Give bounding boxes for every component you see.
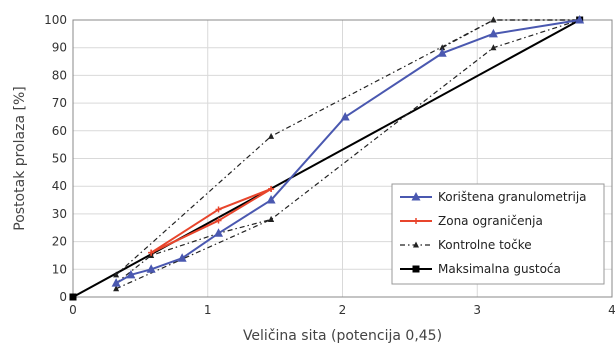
data-point	[215, 206, 222, 213]
y-tick-label: 60	[52, 124, 67, 138]
x-tick-label: 0	[69, 303, 77, 317]
data-point	[148, 249, 155, 256]
series-line	[72, 19, 581, 298]
data-point	[575, 15, 585, 24]
data-point	[146, 264, 156, 273]
data-point	[268, 185, 275, 192]
series-line	[115, 19, 580, 290]
y-tick-label: 70	[52, 96, 67, 110]
data-point	[340, 111, 350, 121]
x-tick-label: 2	[339, 303, 347, 317]
x-tick-label: 3	[473, 303, 481, 317]
series-layer	[69, 15, 585, 301]
data-point	[490, 44, 497, 51]
tick-labels: 0 10 20 30 40 50 60 70 80 90 100 0 1 2 3 4	[44, 13, 615, 317]
legend-box	[391, 183, 605, 285]
data-point	[214, 228, 224, 237]
y-axis-label: Postotak prolaza [%]	[12, 86, 28, 230]
series-0	[111, 15, 585, 287]
x-tick-label: 4	[608, 303, 615, 317]
legend-label: Zona ograničenja	[438, 214, 543, 228]
data-point	[215, 217, 222, 224]
data-point	[69, 293, 77, 301]
y-tick-label: 100	[44, 13, 67, 27]
data-point	[266, 195, 276, 204]
series-line	[115, 19, 580, 285]
x-axis-label: Veličina sita (potencija 0,45)	[243, 328, 442, 344]
plot-frame	[72, 19, 613, 298]
series-1	[148, 185, 275, 256]
data-point	[268, 215, 275, 222]
data-point	[490, 16, 497, 23]
y-tick-label: 40	[52, 179, 67, 193]
data-point	[439, 44, 446, 51]
data-point	[113, 271, 120, 278]
x-tick-label: 1	[204, 303, 212, 317]
y-tick-label: 30	[52, 207, 67, 221]
y-tick-label: 0	[59, 290, 67, 304]
y-tick-label: 90	[52, 41, 67, 55]
data-point	[488, 28, 498, 38]
y-tick-label: 20	[52, 235, 67, 249]
data-point	[413, 241, 419, 248]
legend: Korištena granulometrija Zona ograničenja…	[391, 183, 605, 285]
data-point	[111, 278, 121, 287]
legend-label: Maksimalna gustoća	[438, 262, 561, 276]
data-point	[412, 265, 420, 273]
data-point	[437, 48, 447, 57]
data-point	[413, 218, 419, 224]
y-tick-label: 80	[52, 68, 67, 82]
data-point	[126, 269, 136, 279]
legend-label: Korištena granulometrija	[438, 190, 587, 204]
axes	[72, 19, 613, 298]
y-tick-label: 10	[52, 262, 67, 276]
legend-label: Kontrolne točke	[438, 238, 532, 252]
data-point	[113, 285, 120, 292]
data-point	[268, 132, 275, 139]
y-tick-label: 50	[52, 152, 67, 166]
data-point	[177, 253, 187, 262]
data-point	[411, 192, 421, 201]
